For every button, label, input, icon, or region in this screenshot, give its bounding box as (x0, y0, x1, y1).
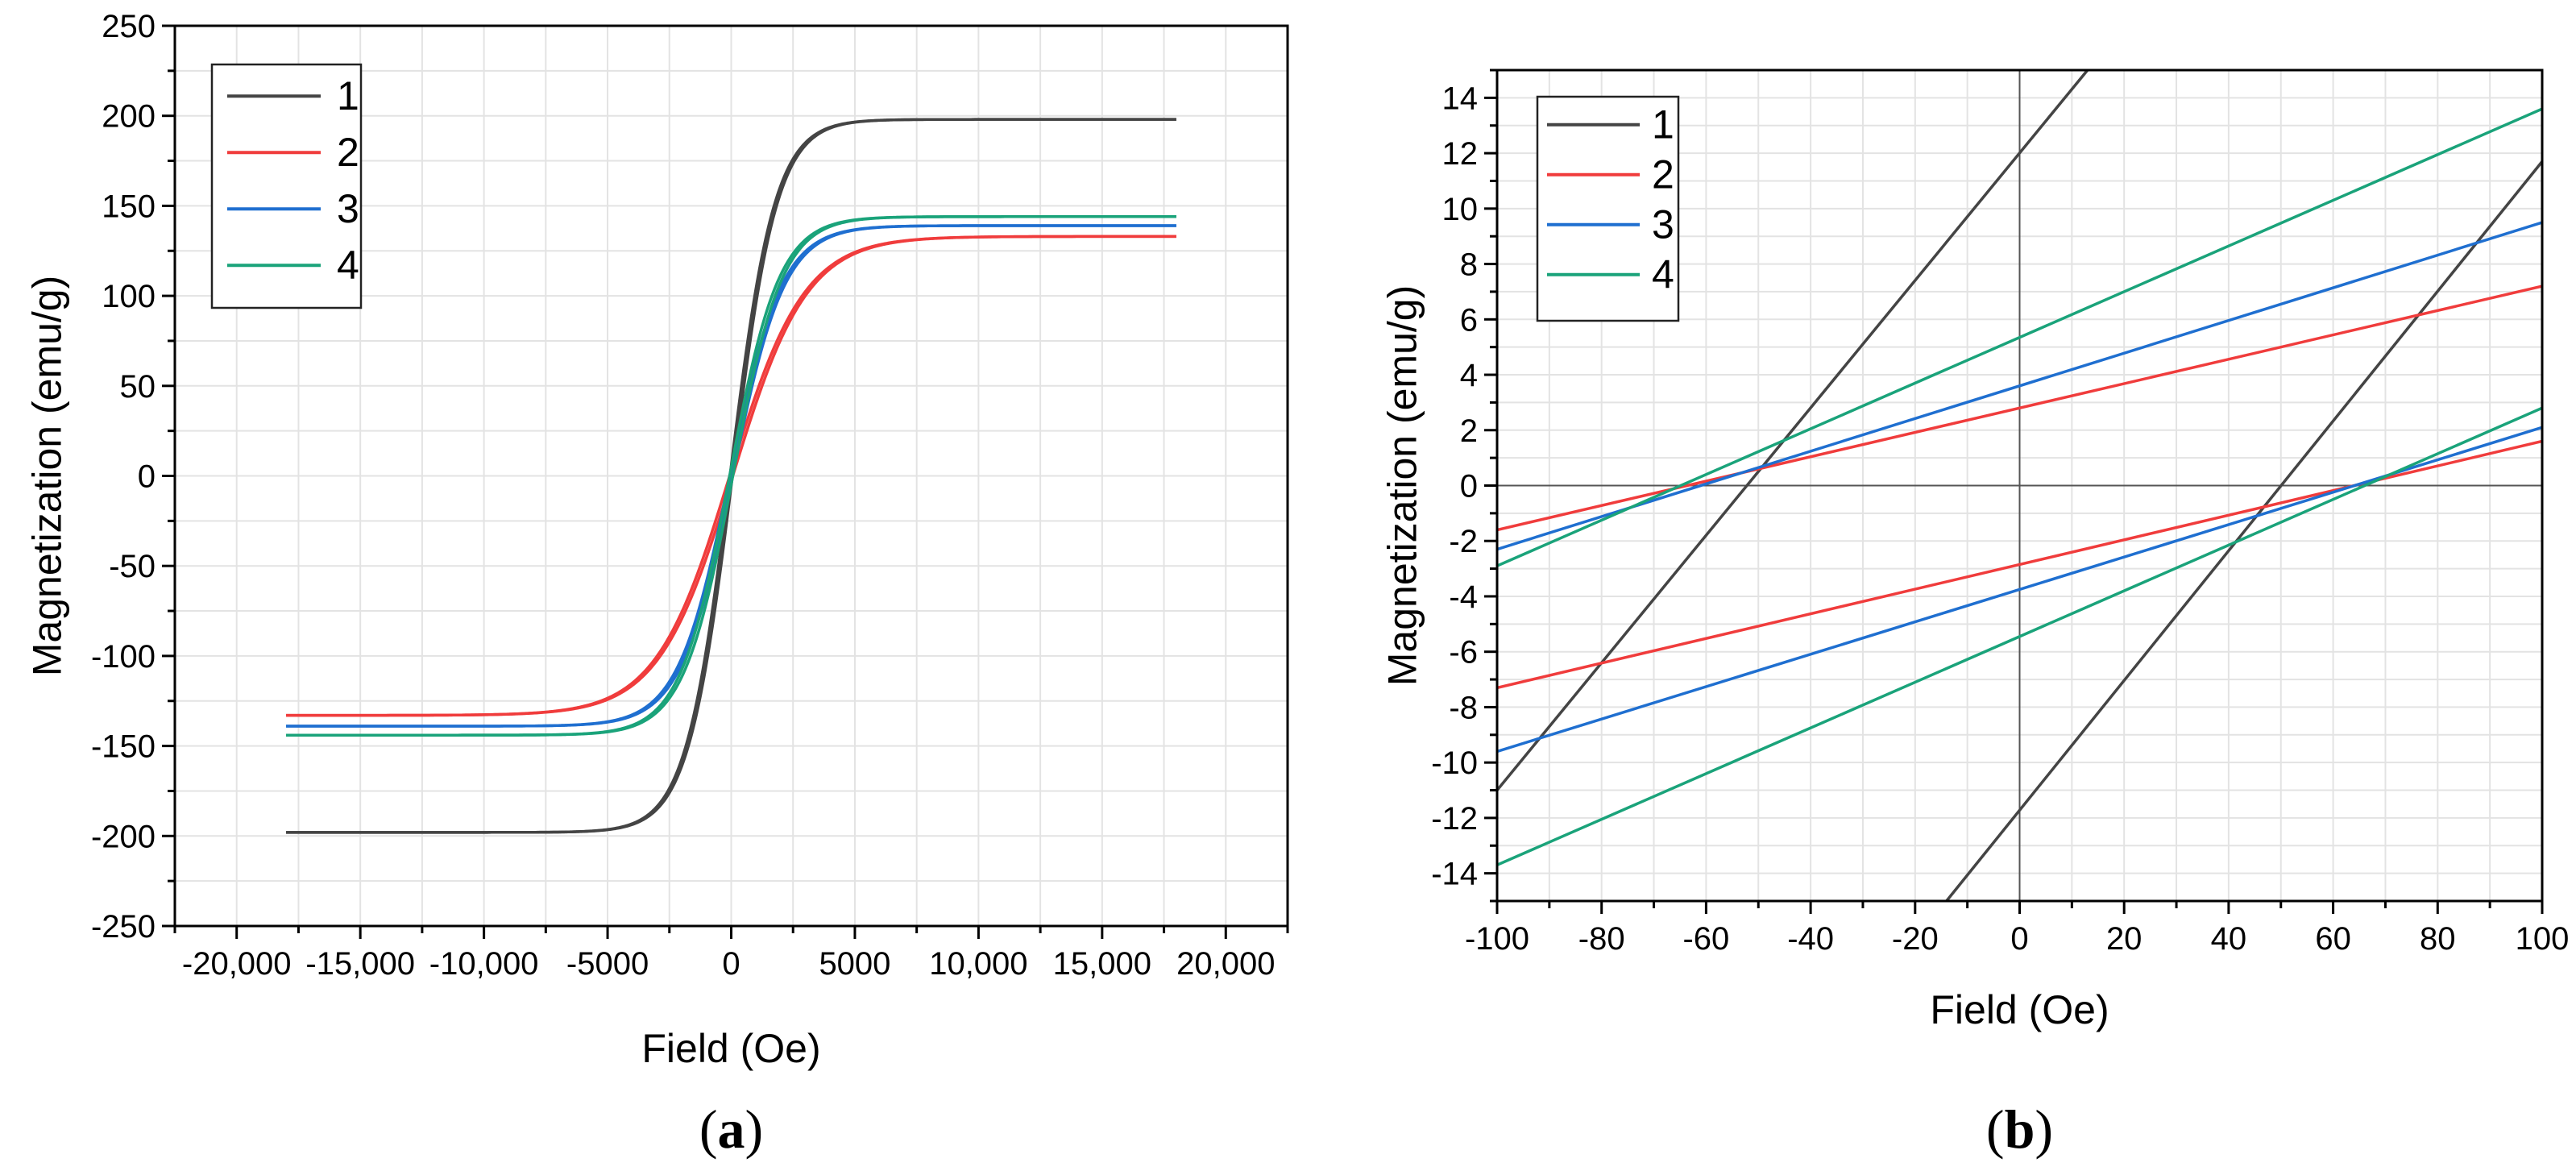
x-tick-label: -80 (1578, 921, 1625, 957)
x-tick-label: 0 (722, 946, 740, 982)
x-tick-label: -40 (1787, 921, 1834, 957)
series-4-branch-1 (1497, 107, 2542, 567)
x-tick-label: -5000 (566, 946, 649, 982)
x-tick-label: 15,000 (1053, 946, 1151, 982)
x-tick-label: 60 (2315, 921, 2351, 957)
x-tick-label: 20,000 (1176, 946, 1275, 982)
y-tick-label: 250 (102, 9, 156, 44)
y-tick-label: -6 (1449, 635, 1478, 671)
panel-a-grid (174, 25, 1288, 927)
x-tick-label: 40 (2211, 921, 2247, 957)
legend-label-3: 3 (1652, 202, 1674, 247)
y-tick-label: -10 (1431, 745, 1478, 781)
x-tick-label: 100 (2516, 921, 2570, 957)
panel-a-label-letter: a (718, 1098, 745, 1160)
panel-b-x-axis-title: Field (Oe) (1930, 987, 2109, 1032)
series-3-branch-1 (1497, 221, 2542, 551)
panel-a-ticks: -20,000 -15,000 -10,000 -5000 0 5000 10,000 15,… (91, 9, 1289, 982)
panel-a-x-axis-title: Field (Oe) (641, 1026, 820, 1071)
x-tick-label: -20 (1892, 921, 1939, 957)
y-tick-label: -4 (1449, 579, 1478, 615)
y-tick-label: 2 (1460, 413, 1478, 449)
x-tick-label: -60 (1682, 921, 1729, 957)
y-tick-label: 0 (1460, 469, 1478, 505)
panel-a-series (286, 118, 1176, 834)
x-tick-label: 80 (2420, 921, 2456, 957)
y-tick-label: 10 (1442, 192, 1479, 227)
panel-a-y-axis-title: Magnetization (emu/g) (25, 276, 70, 676)
panel-b-label-letter: b (2005, 1098, 2035, 1160)
y-tick-label: -12 (1431, 801, 1478, 837)
x-tick-label: 0 (2010, 921, 2028, 957)
y-tick-label: -50 (109, 549, 156, 584)
panel-a-label: (a) (699, 1098, 763, 1160)
legend-label-3: 3 (337, 186, 359, 231)
panel-b-ticks: -100 -80 -60 -40 -20 0 20 40 60 80 100-14-12-10-8-… (1431, 69, 2570, 957)
series-1-branch-2 (1945, 160, 2542, 901)
panel-a-legend: 1 2 3 4 (210, 63, 363, 309)
y-tick-label: 6 (1460, 302, 1478, 338)
series-3-branch-2 (1497, 426, 2542, 754)
x-tick-label: -20,000 (182, 946, 292, 982)
y-tick-label: 4 (1460, 358, 1478, 393)
legend-label-4: 4 (1652, 252, 1674, 297)
legend-label-2: 2 (1652, 152, 1674, 197)
y-tick-label: -150 (91, 729, 156, 765)
x-tick-label: -10,000 (429, 946, 539, 982)
panel-b-series (1497, 70, 2542, 901)
y-tick-label: -200 (91, 819, 156, 854)
x-tick-label: -100 (1465, 921, 1529, 957)
y-tick-label: -14 (1431, 857, 1478, 892)
y-tick-label: 200 (102, 99, 156, 135)
y-tick-label: 8 (1460, 247, 1478, 283)
x-tick-label: 10,000 (929, 946, 1027, 982)
y-tick-label: 0 (138, 459, 156, 495)
legend-label-2: 2 (337, 130, 359, 175)
y-tick-label: 150 (102, 189, 156, 224)
y-tick-label: 14 (1442, 81, 1479, 116)
panel-b-label: (b) (1986, 1098, 2053, 1160)
legend-box (1536, 95, 1680, 322)
legend-label-1: 1 (1652, 102, 1674, 147)
legend-label-1: 1 (337, 73, 359, 118)
legend-label-4: 4 (337, 243, 359, 288)
legend-box (210, 63, 363, 309)
y-tick-label: 12 (1442, 136, 1479, 172)
series-1-branch-1 (1497, 70, 2089, 791)
y-tick-label: -2 (1449, 524, 1478, 559)
y-tick-label: 100 (102, 279, 156, 314)
y-tick-label: -250 (91, 909, 156, 945)
x-tick-label: 20 (2106, 921, 2143, 957)
panel-a-chart: -20,000 -15,000 -10,000 -5000 0 5000 10,000 15,… (25, 9, 1289, 1160)
series-4-branch-2 (1497, 406, 2542, 866)
x-tick-label: -15,000 (305, 946, 415, 982)
x-tick-label: 5000 (819, 946, 890, 982)
y-tick-label: 50 (120, 369, 156, 405)
panel-b-legend: 1 2 3 4 (1536, 95, 1680, 322)
y-tick-label: -8 (1449, 690, 1478, 725)
series-4-ascending-branch (286, 215, 1176, 737)
panel-b-chart: -100 -80 -60 -40 -20 0 20 40 60 80 100-14-12-10-8-… (1380, 69, 2570, 1160)
y-tick-label: -100 (91, 639, 156, 675)
panel-b-y-axis-title: Magnetization (emu/g) (1380, 285, 1425, 686)
